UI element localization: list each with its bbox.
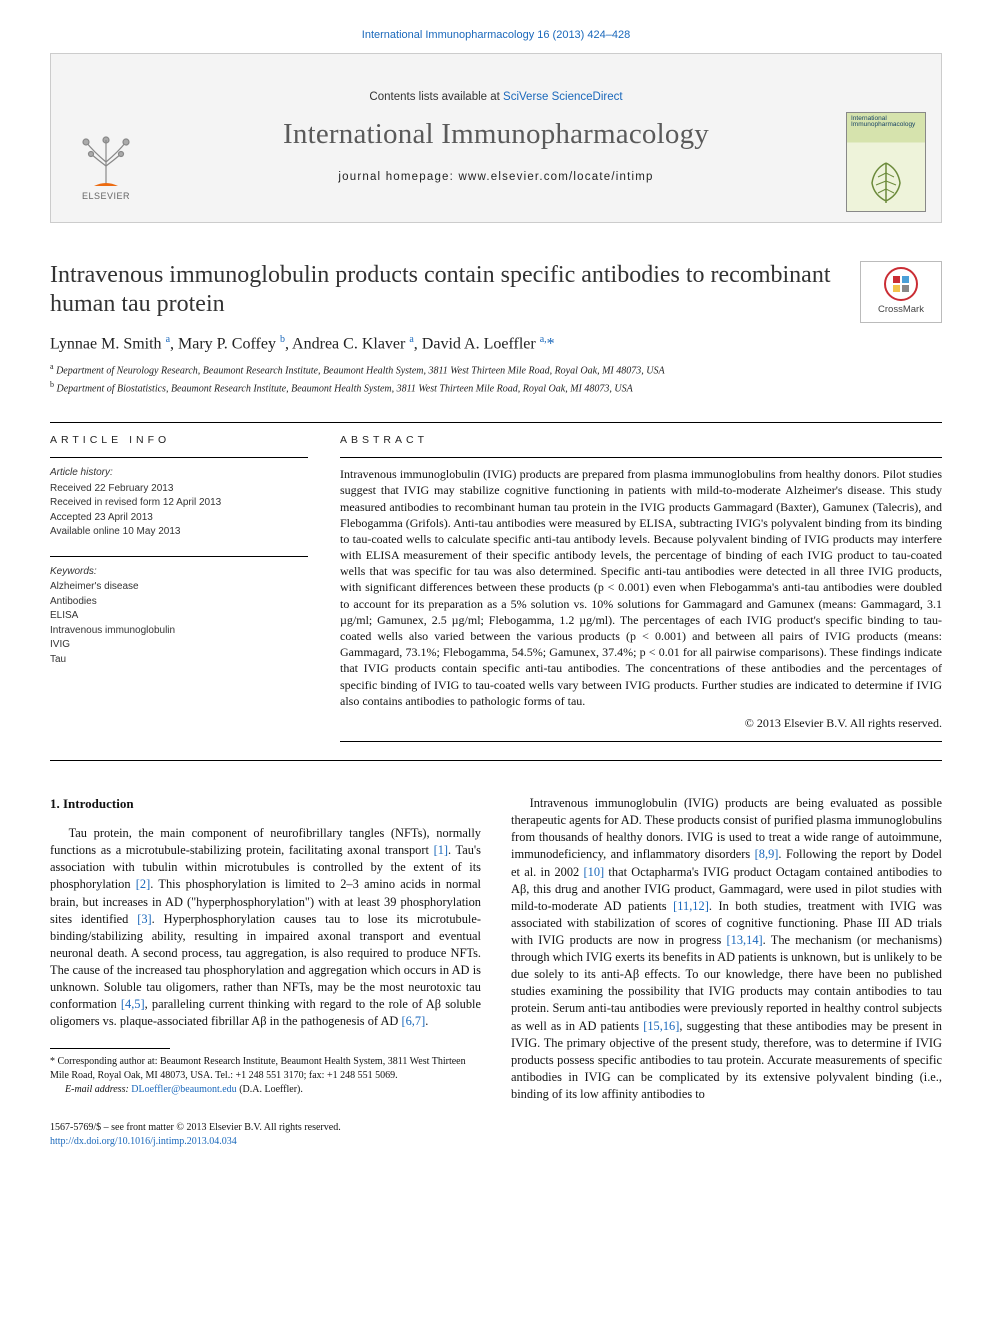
front-matter-line: 1567-5769/$ – see front matter © 2013 El… xyxy=(50,1121,341,1135)
body-column-left: 1. Introduction Tau protein, the main co… xyxy=(50,795,481,1103)
masthead: ELSEVIER Contents lists available at Sci… xyxy=(50,53,942,223)
affiliations: a Department of Neurology Research, Beau… xyxy=(50,361,942,396)
history-online: Available online 10 May 2013 xyxy=(50,525,308,540)
article-history-heading: Article history: xyxy=(50,466,308,481)
abstract-column: ABSTRACT Intravenous immunoglobulin (IVI… xyxy=(340,433,942,742)
keyword: Tau xyxy=(50,653,308,668)
elsevier-wordmark: ELSEVIER xyxy=(82,190,130,202)
publisher-logo-area: ELSEVIER xyxy=(51,54,161,222)
elsevier-tree-icon xyxy=(76,132,136,188)
journal-title: International Immunopharmacology xyxy=(283,115,709,154)
keyword: Antibodies xyxy=(50,595,308,610)
authors-line: Lynnae M. Smith a, Mary P. Coffey b, And… xyxy=(50,333,942,355)
divider xyxy=(50,422,942,423)
section-heading-introduction: 1. Introduction xyxy=(50,795,481,813)
cover-leaf-icon xyxy=(864,155,908,205)
keyword: Intravenous immunoglobulin xyxy=(50,624,308,639)
ref-link[interactable]: [2] xyxy=(136,877,150,891)
history-received: Received 22 February 2013 xyxy=(50,482,308,497)
abstract-text: Intravenous immunoglobulin (IVIG) produc… xyxy=(340,466,942,709)
intro-paragraph: Tau protein, the main component of neuro… xyxy=(50,825,481,1030)
ref-link[interactable]: [6,7] xyxy=(401,1014,425,1028)
article-info-heading: ARTICLE INFO xyxy=(50,433,308,447)
ref-link[interactable]: [8,9] xyxy=(755,847,779,861)
front-matter-block: 1567-5769/$ – see front matter © 2013 El… xyxy=(50,1121,341,1148)
contents-available-line: Contents lists available at SciVerse Sci… xyxy=(369,90,622,106)
ref-link[interactable]: [3] xyxy=(137,912,151,926)
crossmark-badge[interactable]: CrossMark xyxy=(860,261,942,323)
email-link[interactable]: DLoeffler@beaumont.edu xyxy=(131,1084,236,1095)
abstract-heading: ABSTRACT xyxy=(340,433,942,447)
footnotes: * Corresponding author at: Beaumont Rese… xyxy=(50,1055,481,1097)
intro-paragraph-2: Intravenous immunoglobulin (IVIG) produc… xyxy=(511,795,942,1103)
sciencedirect-link[interactable]: SciVerse ScienceDirect xyxy=(503,91,623,103)
elsevier-logo: ELSEVIER xyxy=(71,132,141,212)
ref-link[interactable]: [13,14] xyxy=(727,933,763,947)
article-info-column: ARTICLE INFO Article history: Received 2… xyxy=(50,433,308,742)
keyword: ELISA xyxy=(50,609,308,624)
ref-link[interactable]: [11,12] xyxy=(673,899,709,913)
ref-link[interactable]: [1] xyxy=(434,843,448,857)
email-label: E-mail address: xyxy=(65,1084,131,1095)
crossmark-icon xyxy=(884,267,918,301)
footnote-divider xyxy=(50,1048,170,1049)
ref-link[interactable]: [15,16] xyxy=(643,1019,679,1033)
keyword: IVIG xyxy=(50,638,308,653)
journal-issue-link[interactable]: International Immunopharmacology 16 (201… xyxy=(50,28,942,43)
abstract-copyright: © 2013 Elsevier B.V. All rights reserved… xyxy=(340,715,942,731)
ref-link[interactable]: [4,5] xyxy=(121,997,145,1011)
ref-link[interactable]: [10] xyxy=(584,865,605,879)
journal-homepage-line: journal homepage: www.elsevier.com/locat… xyxy=(338,170,653,186)
history-accepted: Accepted 23 April 2013 xyxy=(50,511,308,526)
email-suffix: (D.A. Loeffler). xyxy=(237,1084,303,1095)
corresponding-author-footnote: * Corresponding author at: Beaumont Rese… xyxy=(50,1055,481,1083)
body-column-right: Intravenous immunoglobulin (IVIG) produc… xyxy=(511,795,942,1103)
article-title: Intravenous immunoglobulin products cont… xyxy=(50,261,942,320)
history-revised: Received in revised form 12 April 2013 xyxy=(50,496,308,511)
keyword: Alzheimer's disease xyxy=(50,580,308,595)
crossmark-label: CrossMark xyxy=(878,304,924,317)
keywords-heading: Keywords: xyxy=(50,565,308,580)
doi-link[interactable]: http://dx.doi.org/10.1016/j.intimp.2013.… xyxy=(50,1136,237,1147)
journal-cover-thumbnail: International Immunopharmacology xyxy=(846,112,926,212)
